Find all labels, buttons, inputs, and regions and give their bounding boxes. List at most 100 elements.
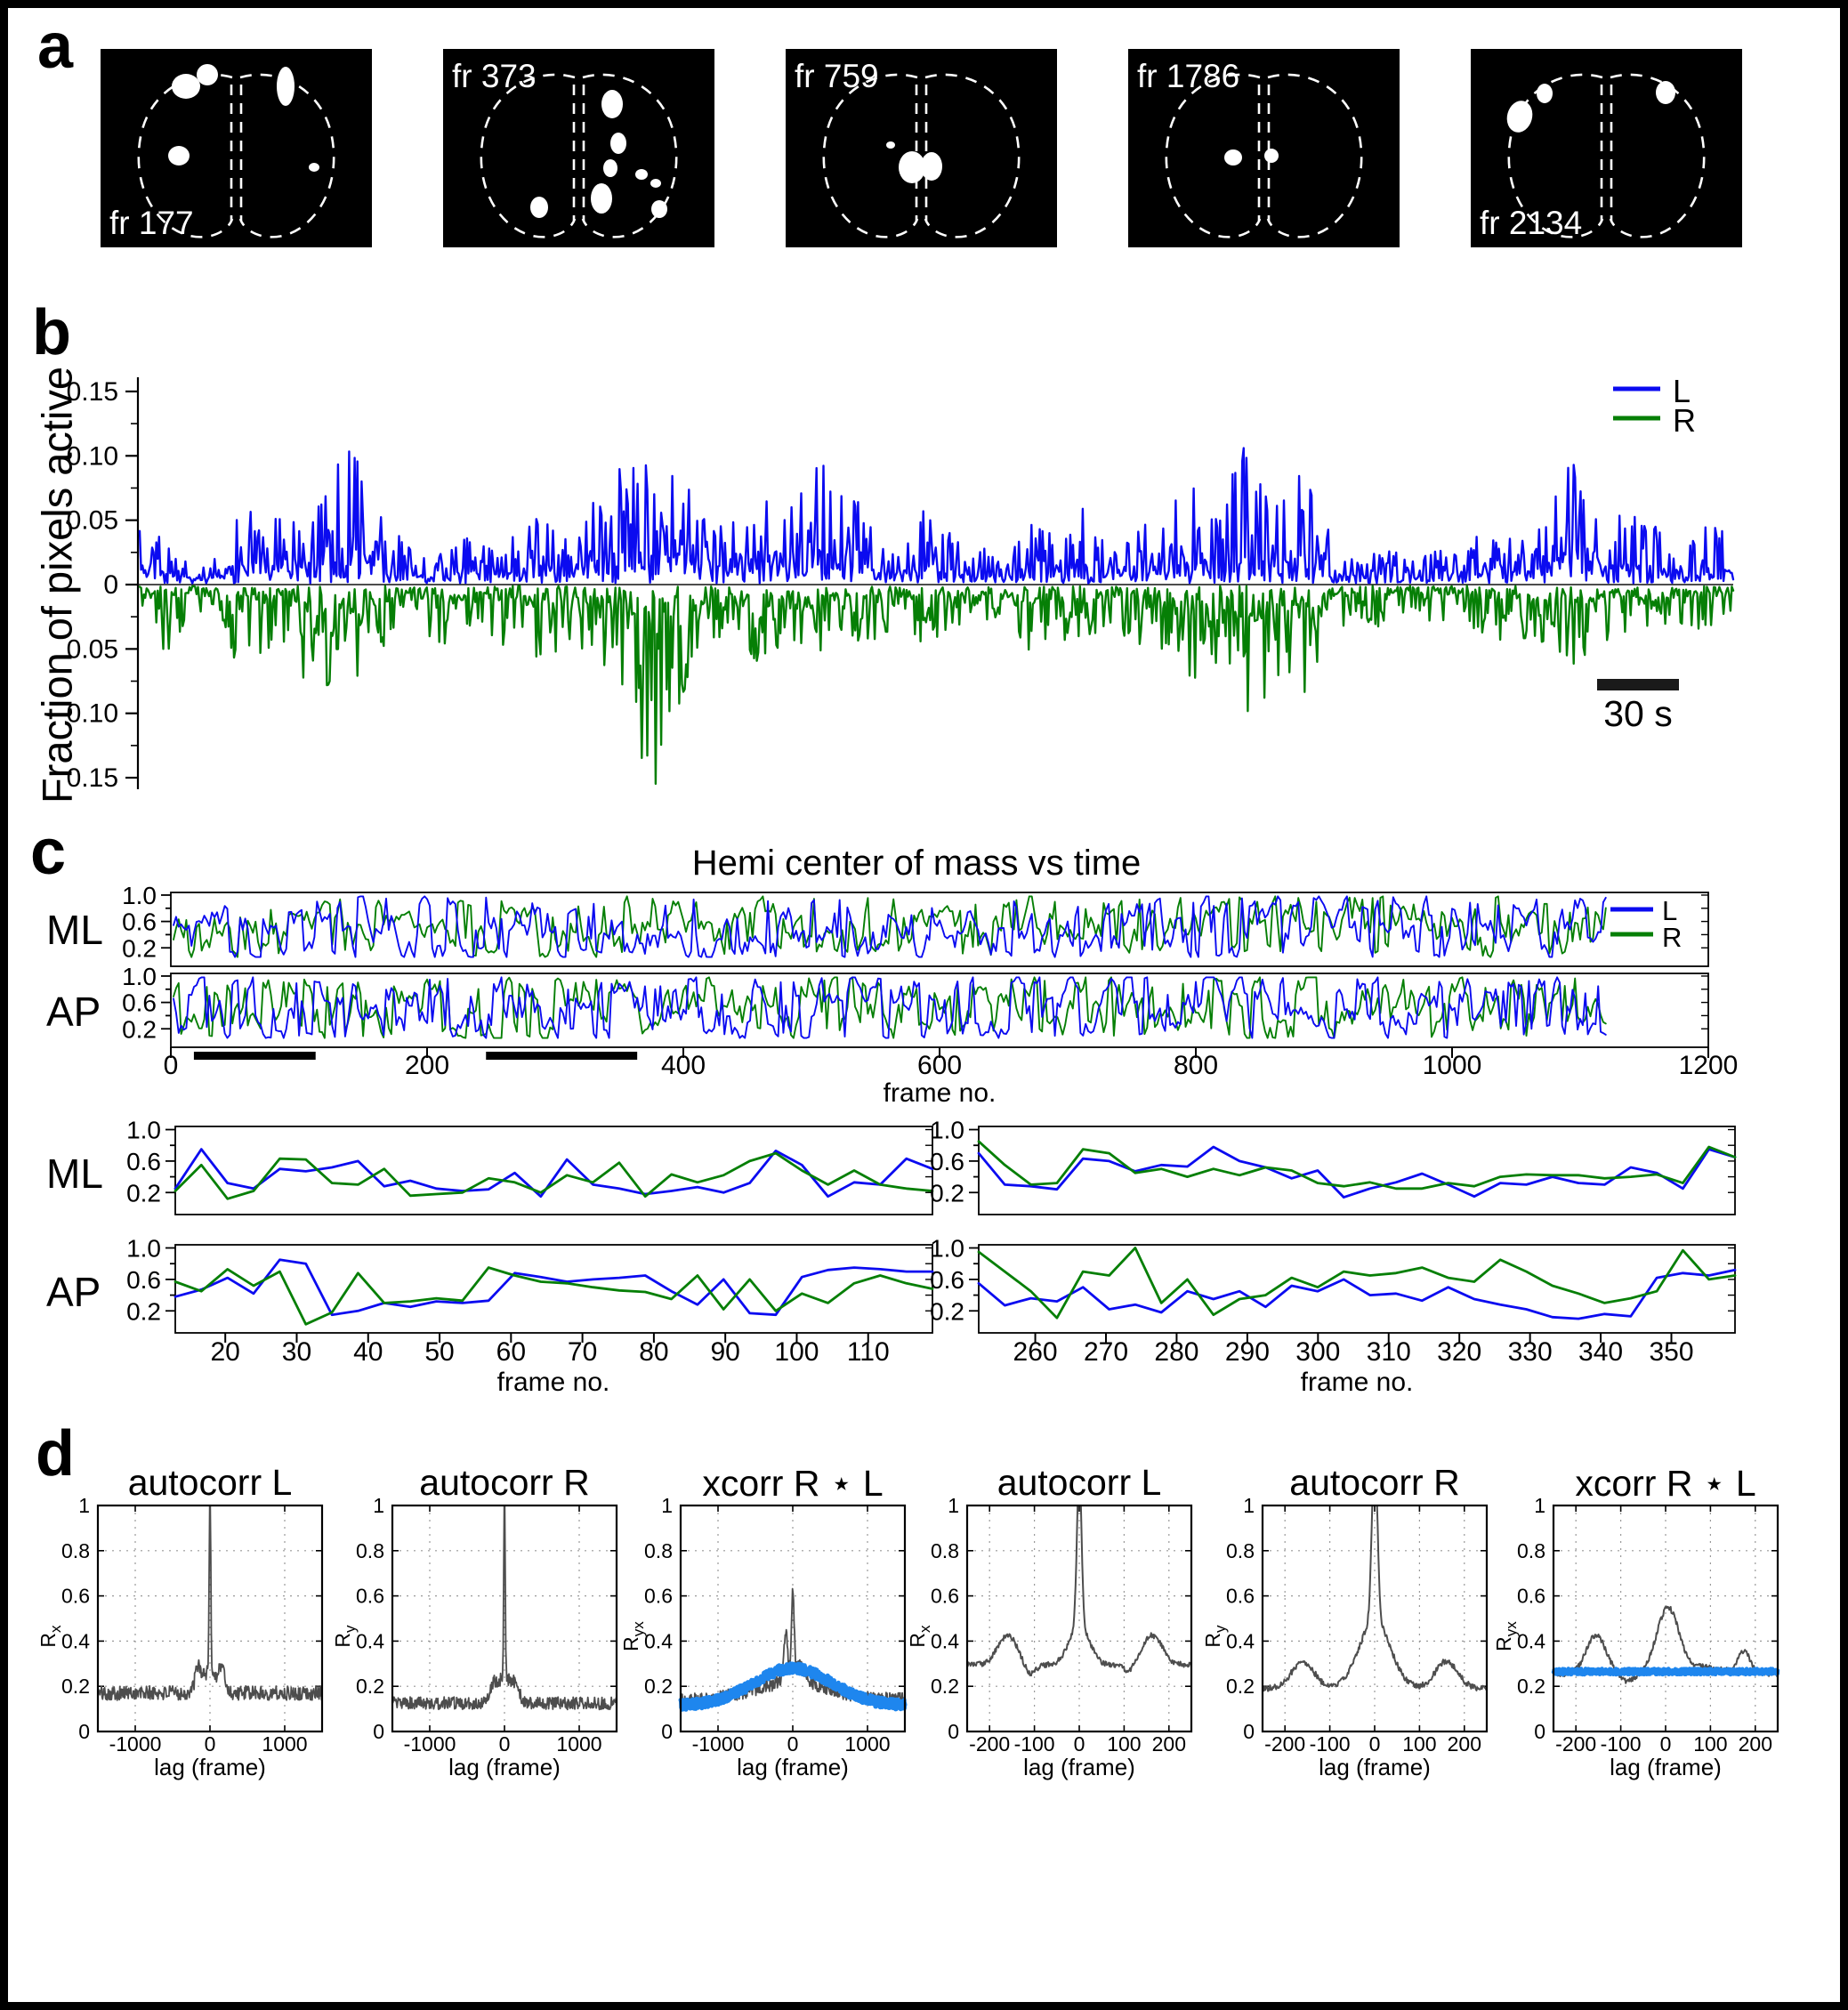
d-x-tick-label: -1000 [404,1732,456,1756]
c-zoom-AP-R [174,1266,934,1326]
brain-outline [1507,73,1604,238]
c-zoom-row-label-ap: AP [46,1269,101,1315]
c-zoom-ML-L [977,1145,1737,1199]
c-row-label-ap: AP [46,989,101,1035]
active-pixel-blob [921,152,942,181]
c-x-tick-label: 1200 [1679,1051,1739,1080]
d-y-tick-label: 0.8 [61,1539,90,1562]
active-pixel-blob [635,169,648,180]
d-y-tick-label: 0.8 [356,1539,384,1562]
d-y-tick-label: 0.2 [1226,1675,1255,1698]
b-time-scalebar [1597,679,1679,690]
d-plot-box [965,1504,1193,1733]
d-y-tick-label: 1 [78,1494,90,1517]
c-zoom-AP-L [174,1258,934,1317]
d-y-tick-label: 0.6 [931,1585,959,1608]
d-x-tick-label: 100 [1693,1732,1727,1756]
active-pixel-blob [886,141,895,149]
c-y-tick-label: 0.2 [126,1297,161,1325]
active-pixel-blob [651,200,667,218]
panel-letter-a: a [37,11,74,82]
c-overview-AP-L [173,976,1607,1039]
d-series-autocorr [966,1505,1192,1677]
d-y-tick-label: 0.2 [356,1675,384,1698]
d-y-axis-label: Rx [906,1625,933,1648]
c-plot-box [170,892,1709,967]
c-zoom-x-tick-label: 260 [1013,1337,1058,1367]
c-zoom-x-tick-label: 90 [710,1337,739,1367]
d-x-tick-label: -200 [969,1732,1010,1756]
c-zoom-x-tick-label: 20 [211,1337,240,1367]
d-y-tick-label: 0 [1243,1720,1255,1743]
d-y-tick-label: 1 [661,1494,673,1517]
d-x-axis-label: lag (frame) [154,1754,266,1780]
d-y-axis-label: Ry [1201,1625,1229,1648]
c-y-tick-label: 0.6 [930,1148,964,1175]
active-pixel-blob [197,64,218,85]
d-series-shuffled [1551,1667,1780,1677]
d-y-tick-label: 0.2 [61,1675,90,1698]
active-pixel-blob [1656,81,1675,104]
c-y-tick-label: 0.2 [930,1297,964,1325]
c-zoom-x-tick-label: 280 [1154,1337,1198,1367]
d-y-tick-label: 0.2 [931,1675,959,1698]
c-zoom-x-tick-label: 50 [424,1337,454,1367]
c-epoch-bar [193,1052,316,1060]
brain-outline-canvas [137,64,335,238]
c-y-tick-label: 1.0 [930,1235,964,1263]
c-x-tick-label: 1000 [1423,1051,1482,1080]
d-x-tick-label: -1000 [109,1732,162,1756]
d-y-tick-label: 1 [948,1494,959,1517]
active-pixel-blob [591,183,612,214]
c-y-tick-label: 1.0 [122,882,157,909]
d-y-tick-label: 0.6 [1517,1585,1545,1608]
d-plot-title: xcorr R ⋆ L [1575,1463,1756,1504]
active-pixel-blob [277,67,295,106]
d-y-tick-label: 0.4 [356,1629,384,1652]
active-pixel-blob [1224,149,1242,165]
d-x-tick-label: 0 [787,1732,799,1756]
d-y-tick-label: 0 [661,1720,673,1743]
c-y-tick-label: 1.0 [126,1117,161,1144]
c-zoom-AP-L [977,1268,1737,1320]
c-zoom-x-tick-label: 310 [1367,1337,1411,1367]
d-x-tick-label: 0 [1369,1732,1381,1756]
activity-frame-4: fr 1786 [1128,49,1400,247]
active-pixel-blob [168,146,190,165]
c-plot-box [978,1244,1736,1334]
c-y-tick-label: 1.0 [930,1117,964,1144]
d-x-tick-label: 100 [1107,1732,1141,1756]
d-plot-box [1552,1504,1779,1733]
d-y-tick-label: 1 [1243,1494,1255,1517]
active-pixel-blob [1537,84,1553,103]
c-x-axis-label: frame no. [883,1078,997,1108]
c-y-tick-label: 0.6 [126,1148,161,1175]
b-y-tick-label: 0.10 [67,441,118,471]
brain-outline-canvas [822,73,1021,238]
c-zoom-row-label-ml: ML [46,1150,103,1197]
c-title: Hemi center of mass vs time [691,844,1142,883]
c-row-label-ml: ML [46,907,103,953]
d-plot-title: autocorr R [419,1462,590,1503]
d-y-tick-label: 0 [948,1720,959,1743]
c-zoom-x-tick-label: 30 [282,1337,311,1367]
d-x-tick-label: 0 [1074,1732,1085,1756]
c-x-tick-label: 0 [164,1051,179,1080]
d-x-tick-label: 0 [205,1732,216,1756]
d-y-tick-label: 0.2 [1517,1675,1545,1698]
c-zoom-x-tick-label: 270 [1084,1337,1128,1367]
panel-letter-c: c [30,817,67,888]
frame-number-label: fr 373 [452,58,537,94]
active-pixel-blob [610,133,626,154]
d-x-tick-label: 200 [1739,1732,1772,1756]
active-pixel-blob [603,159,617,177]
d-x-axis-label: lag (frame) [1023,1754,1135,1780]
d-y-tick-label: 0.8 [1517,1539,1545,1562]
active-pixel-blob [1506,101,1533,133]
c-zoom-x-tick-label: 320 [1437,1337,1481,1367]
d-y-tick-label: 0.8 [644,1539,673,1562]
b-y-tick-label: 0.05 [67,634,118,664]
brain-outline [1609,73,1706,238]
activity-frame-5: fr 2134 [1471,49,1742,247]
